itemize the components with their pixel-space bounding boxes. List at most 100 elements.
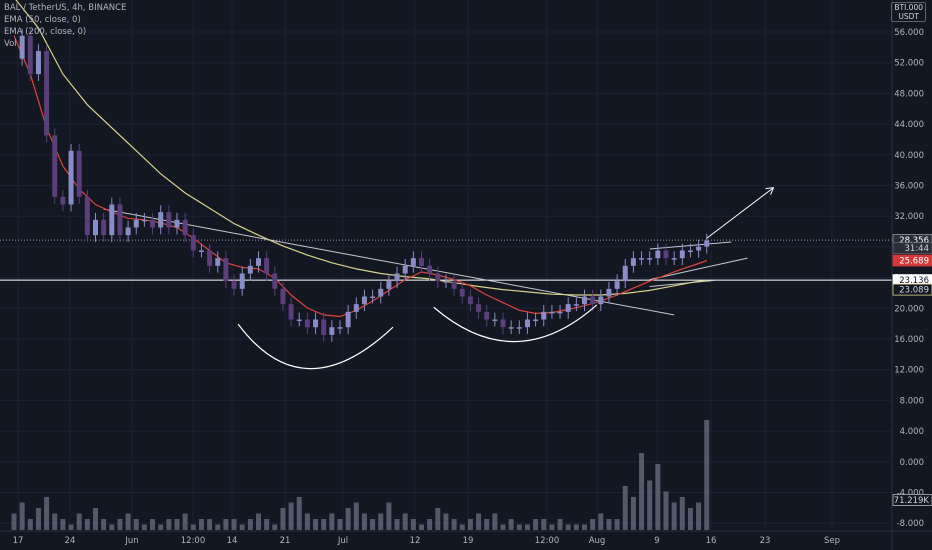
candle-body: [679, 250, 685, 259]
volume-bar: [476, 513, 482, 530]
ema50-label[interactable]: EMA (50, close, 0): [4, 15, 81, 25]
price-tag-box: [892, 254, 932, 267]
volume-bar: [27, 519, 33, 530]
y-tick-label: 48.000: [894, 89, 924, 99]
ema200-line: [15, 0, 707, 296]
volume-bar: [598, 513, 604, 530]
candle-body: [467, 296, 473, 305]
x-tick-label: Sep: [824, 536, 840, 546]
candle-body: [231, 281, 237, 289]
x-tick-label: 12:00: [535, 536, 560, 546]
candle-body: [313, 319, 319, 328]
x-tick-label: 23: [760, 536, 771, 546]
chart-legend: BAL / TetherUS, 4h, BINANCE EMA (50, clo…: [4, 2, 126, 50]
projection-arrow[interactable]: [706, 187, 775, 239]
volume-bar: [639, 453, 645, 530]
volume-bar: [141, 524, 147, 530]
candle-body: [84, 196, 90, 236]
candle-body: [60, 196, 66, 205]
candle-body: [443, 281, 449, 283]
volume-bar: [272, 524, 278, 530]
cup-arcs[interactable]: [237, 304, 598, 370]
price-tag-ema50: 25.689: [899, 257, 929, 267]
candle-body: [687, 250, 693, 252]
x-tick-label: 24: [65, 536, 76, 546]
candle-body: [508, 327, 514, 329]
volume-tag-box: [892, 494, 932, 506]
volume-bar: [215, 524, 221, 530]
cup-arc: [237, 323, 394, 370]
y-tick-label: 40.000: [894, 151, 924, 161]
volume-bar: [451, 519, 457, 530]
y-tick-label: -4.000: [897, 489, 924, 499]
candle-body: [524, 319, 530, 328]
price-tag-last_price: 28.356: [899, 236, 929, 246]
ema200-label[interactable]: EMA (200, close, 0): [4, 27, 87, 37]
y-tick-label: 16.000: [894, 335, 924, 345]
volume-bar: [93, 508, 98, 530]
candle-body: [647, 258, 653, 260]
currency-badge[interactable]: BTI.000 USDT: [891, 2, 926, 22]
volume-bar: [109, 524, 115, 530]
arrow-head: [765, 187, 775, 195]
x-tick-label: 19: [463, 536, 474, 546]
x-tick-label: Jul: [337, 536, 348, 546]
volume-label[interactable]: Vol: [4, 39, 17, 49]
volume-bars: [11, 420, 710, 530]
volume-bar: [68, 524, 74, 530]
y-tick-label: 56.000: [894, 28, 924, 38]
price-tag-box: [892, 283, 932, 296]
candle-body: [296, 319, 302, 322]
candle-body: [304, 319, 310, 328]
candle-body: [696, 246, 702, 251]
volume-bar: [541, 519, 547, 530]
volume-bar: [256, 513, 261, 530]
volume-bar: [247, 519, 253, 530]
volume-tag: 71.219K: [894, 496, 930, 506]
candle-body: [35, 51, 41, 75]
candle-body: [215, 258, 221, 266]
candle-body: [280, 288, 286, 305]
volume-bar: [288, 502, 294, 530]
candle-body: [582, 296, 587, 305]
arrow-shaft: [706, 187, 774, 239]
y-tick-label: 0.000: [900, 458, 924, 468]
volume-bar: [321, 519, 327, 530]
volume-bar: [150, 519, 156, 530]
currency-badge-top: BTI.000: [894, 3, 923, 12]
volume-bar: [557, 519, 563, 530]
volume-bar: [280, 508, 286, 530]
price-tag-ema200: 23.089: [899, 286, 929, 296]
ema200-path: [15, 0, 707, 296]
candle-body: [256, 258, 261, 266]
candle-body: [459, 288, 465, 297]
volume-bar: [158, 524, 164, 530]
volume-bar: [52, 513, 58, 530]
volume-bar: [671, 502, 677, 530]
volume-bar: [679, 497, 685, 530]
time-axis[interactable]: 17 24 Jun 12:00 14 21 Jul 12 19 12:00 Aug 9 16 23 Sep: [0, 530, 932, 546]
price-axis[interactable]: 56.000 52.000 48.000 44.000 40.000 36.000 32.0…: [891, 0, 924, 550]
trendline: [103, 208, 675, 316]
x-tick-label: Jun: [124, 536, 138, 546]
x-tick-label: 12: [410, 536, 421, 546]
x-tick-label: 9: [654, 536, 659, 546]
trendline: [649, 257, 748, 281]
symbol-label[interactable]: BAL / TetherUS, 4h, BINANCE: [4, 3, 127, 13]
candle-body: [639, 258, 645, 260]
volume-bar: [687, 508, 693, 530]
candle-body: [182, 219, 188, 236]
candle-body: [44, 51, 50, 136]
volume-bar: [125, 513, 131, 530]
candles: [19, 28, 710, 342]
candle-body: [158, 212, 164, 228]
volume-bar: [582, 524, 587, 530]
candle-body: [109, 204, 115, 236]
volume-bar: [223, 519, 229, 530]
candle-body: [492, 319, 498, 322]
volume-bar: [378, 513, 384, 530]
candle-body: [533, 319, 539, 322]
candle-body: [476, 304, 482, 312]
